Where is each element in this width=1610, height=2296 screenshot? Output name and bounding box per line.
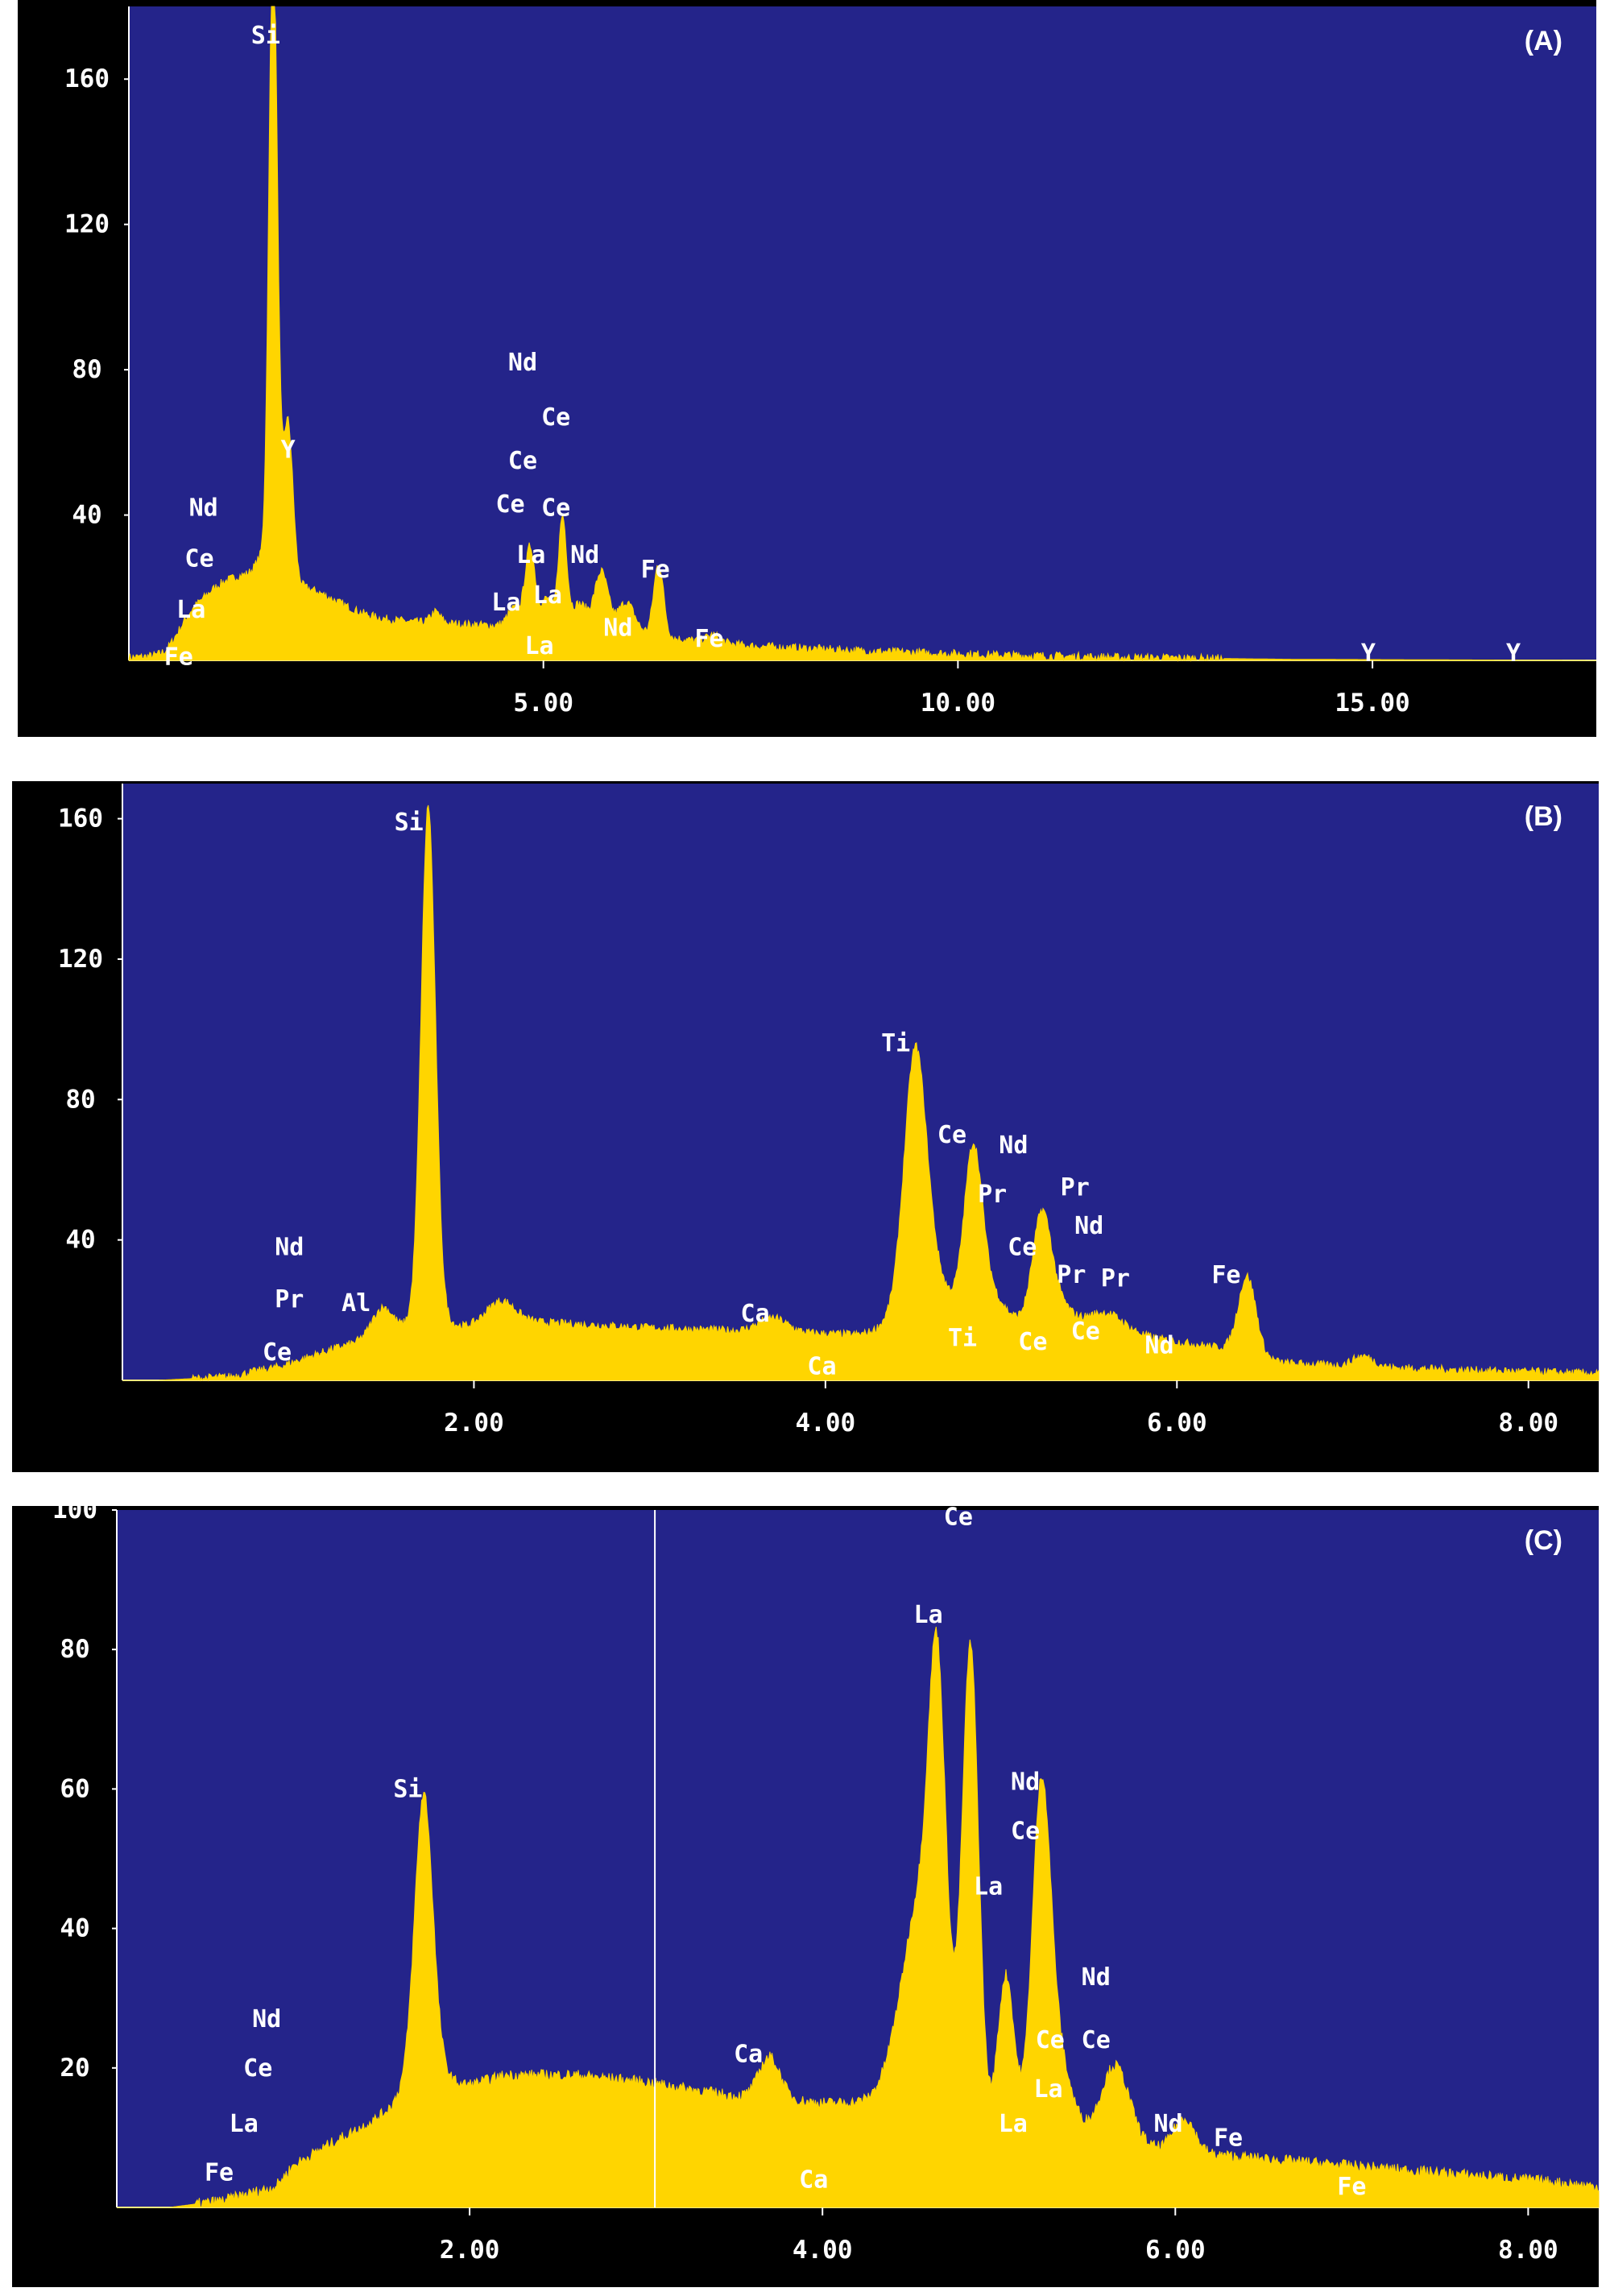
peak-label-ce: Ce	[263, 1338, 292, 1367]
peak-label-la: La	[999, 2110, 1028, 2138]
y-tick-label: 60	[60, 1774, 89, 1803]
panel-label: (A)	[1525, 26, 1562, 56]
peak-label-ca: Ca	[741, 1300, 770, 1328]
peak-label-fe: Fe	[695, 625, 724, 653]
x-tick-label: 2.00	[444, 1409, 504, 1438]
peak-label-la: La	[176, 596, 205, 624]
y-tick-label: 40	[65, 1226, 95, 1255]
peak-label-ce: Ce	[1008, 1233, 1037, 1261]
peak-label-pr: Pr	[1061, 1173, 1090, 1202]
peak-label-ce: Ce	[1071, 1318, 1100, 1346]
y-tick-label: 40	[60, 1914, 89, 1943]
peak-label-ce: Ce	[944, 1504, 973, 1532]
y-tick-label: 80	[60, 1635, 89, 1664]
y-tick-label: 80	[65, 1085, 95, 1114]
peak-label-nd: Nd	[570, 541, 599, 569]
spectrum-area	[128, 6, 1596, 662]
peak-label-la: La	[491, 589, 520, 617]
peak-label-la: La	[1034, 2075, 1063, 2104]
plot-area	[129, 6, 1596, 660]
plot-area	[117, 1510, 1599, 2207]
peak-label-nd: Nd	[1144, 1331, 1173, 1359]
peak-label-fe: Fe	[1337, 2173, 1366, 2201]
peak-label-nd: Nd	[275, 1233, 304, 1261]
peak-label-fe: Fe	[1211, 1261, 1240, 1289]
panel-label: (B)	[1525, 801, 1562, 832]
peak-label-la: La	[914, 1601, 943, 1629]
y-tick-label: 160	[64, 64, 110, 93]
peak-label-pr: Pr	[275, 1286, 304, 1314]
spectrum-area	[117, 1626, 1600, 2208]
y-tick-label: 120	[58, 945, 103, 974]
peak-label-si: Si	[251, 22, 280, 50]
peak-label-fe: Fe	[641, 556, 670, 584]
peak-label-y: Y	[281, 436, 296, 464]
peak-label-ce: Ce	[1036, 2026, 1065, 2054]
peak-label-si: Si	[395, 809, 424, 837]
peak-label-ca: Ca	[734, 2040, 763, 2068]
peak-label-la: La	[516, 541, 545, 569]
peak-label-nd: Nd	[999, 1131, 1028, 1160]
peak-label-ce: Ce	[1082, 2026, 1111, 2054]
peak-label-si: Si	[393, 1775, 422, 1803]
x-tick-label: 8.00	[1498, 1409, 1558, 1438]
peak-label-ce: Ce	[541, 494, 570, 523]
peak-label-ti: Ti	[881, 1030, 910, 1058]
spectrum-area	[122, 805, 1600, 1382]
y-tick-label: 20	[60, 2054, 89, 2083]
peak-label-pr: Pr	[978, 1181, 1007, 1209]
x-tick-label: 4.00	[796, 1409, 856, 1438]
peak-label-ce: Ce	[1011, 1817, 1040, 1845]
y-tick-label: 100	[52, 1496, 97, 1524]
x-tick-label: 5.00	[513, 689, 573, 718]
spectrum-panel-c: 20 40 60 80 100 2.00 4.00 6.00 8.00 Si Ce La Nd Ce La N…	[12, 1496, 1600, 2287]
peak-label-al: Al	[341, 1289, 370, 1318]
peak-label-nd: Nd	[1082, 1963, 1111, 1992]
x-tick-label: 15.00	[1335, 689, 1409, 718]
plot-area	[122, 784, 1599, 1380]
peak-label-la: La	[974, 1873, 1003, 1901]
peak-label-nd: Nd	[189, 494, 218, 523]
peak-label-ca: Ca	[799, 2166, 828, 2194]
peak-label-ce: Ce	[184, 545, 213, 573]
x-tick-label: 6.00	[1147, 1409, 1207, 1438]
x-tick-label: 2.00	[440, 2236, 500, 2265]
peak-label-nd: Nd	[603, 614, 632, 642]
y-tick-label: 160	[58, 805, 103, 834]
x-tick-label: 8.00	[1498, 2236, 1558, 2265]
peak-label-pr: Pr	[1101, 1265, 1130, 1293]
peak-label-nd: Nd	[252, 2005, 281, 2033]
peak-label-ce: Ce	[1018, 1328, 1047, 1356]
peak-label-nd: Nd	[1074, 1212, 1103, 1240]
y-tick-label: 120	[64, 210, 110, 239]
peak-label-fe: Fe	[164, 643, 193, 671]
x-tick-label: 10.00	[921, 689, 995, 718]
peak-label-ce: Ce	[243, 2054, 272, 2083]
peak-label-la: La	[524, 632, 553, 660]
panel-label: (C)	[1525, 1525, 1562, 1556]
peak-label-ce: Ce	[495, 490, 524, 519]
peak-label-nd: Nd	[1011, 1769, 1040, 1797]
x-tick-label: 4.00	[793, 2236, 853, 2265]
peak-label-y: Y	[1361, 639, 1376, 668]
peak-label-fe: Fe	[205, 2159, 234, 2187]
peak-label-pr: Pr	[1057, 1261, 1086, 1289]
y-tick-label: 80	[72, 355, 101, 384]
peak-label-fe: Fe	[1214, 2124, 1243, 2152]
peak-label-nd: Nd	[508, 349, 537, 377]
peak-label-ce: Ce	[541, 403, 570, 432]
peak-label-ce: Ce	[508, 447, 537, 475]
peak-label-la: La	[230, 2110, 259, 2138]
peak-label-la: La	[533, 581, 562, 610]
x-tick-label: 6.00	[1145, 2236, 1206, 2265]
peak-label-nd: Nd	[1153, 2110, 1182, 2138]
peak-label-ce: Ce	[937, 1121, 966, 1149]
peak-label-ca: Ca	[807, 1353, 836, 1381]
peak-label-y: Y	[1506, 639, 1521, 668]
spectrum-panel-b: 40 80 120 160 2.00 4.00 6.00 8.00 Si Ti Ce Nd Pr Pr Nd…	[12, 781, 1600, 1472]
peak-label-ti: Ti	[948, 1325, 977, 1353]
y-tick-label: 40	[72, 501, 101, 530]
